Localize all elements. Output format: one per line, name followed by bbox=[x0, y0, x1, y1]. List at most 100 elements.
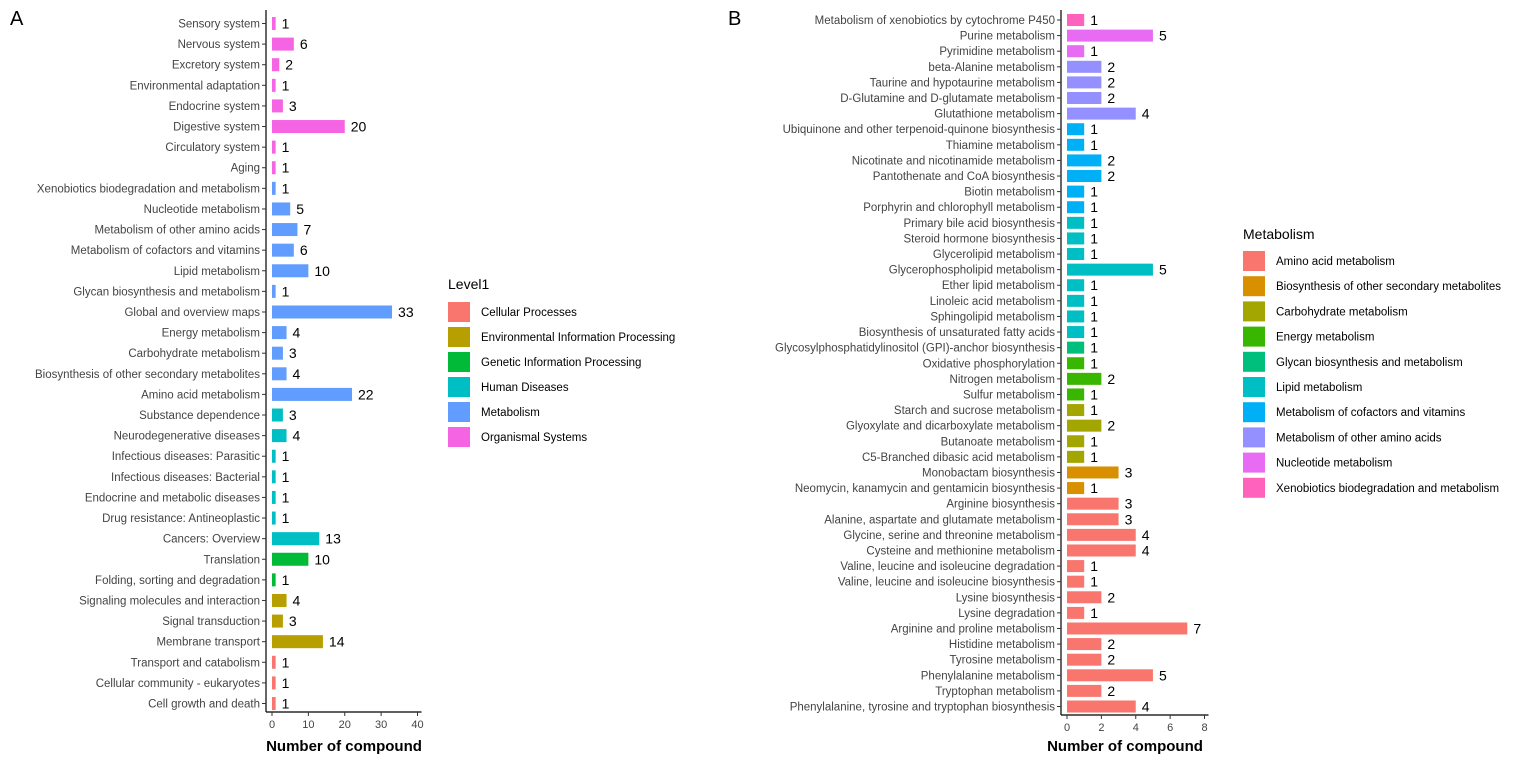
legend-label-biosynthesis-of-other-secondary-metabolites: Biosynthesis of other secondary metaboli… bbox=[1276, 281, 1501, 293]
panel-b-letter: B bbox=[728, 8, 741, 30]
x-tick-label: 6 bbox=[1167, 722, 1173, 734]
bar-beta-alanine-metabolism bbox=[1067, 60, 1102, 73]
bar-tyrosine-metabolism bbox=[1067, 653, 1102, 666]
bar-valine-leucine-and-isoleucine-degradation bbox=[1067, 560, 1085, 573]
category-label-substance-dependence: Substance dependence bbox=[139, 410, 260, 422]
value-label-starch-and-sucrose-metabolism: 1 bbox=[1090, 402, 1098, 418]
legend-label-organismal-systems: Organismal Systems bbox=[481, 432, 587, 444]
legend-key-cellular-processes bbox=[448, 302, 470, 322]
value-label-purine-metabolism: 5 bbox=[1159, 28, 1167, 44]
value-label-arginine-biosynthesis: 3 bbox=[1125, 496, 1133, 512]
value-label-nucleotide-metabolism: 5 bbox=[296, 201, 304, 217]
category-label-phenylalanine-metabolism: Phenylalanine metabolism bbox=[921, 670, 1055, 682]
bar-drug-resistance-antineoplastic bbox=[272, 511, 276, 525]
value-label-excretory-system: 2 bbox=[285, 57, 293, 73]
category-label-biosynthesis-of-other-secondary-metabolites: Biosynthesis of other secondary metaboli… bbox=[35, 369, 260, 381]
category-label-lipid-metabolism: Lipid metabolism bbox=[174, 266, 260, 278]
value-label-d-glutamine-and-d-glutamate-metabolism: 2 bbox=[1107, 90, 1115, 106]
value-label-endocrine-system: 3 bbox=[289, 98, 297, 114]
value-label-ether-lipid-metabolism: 1 bbox=[1090, 277, 1098, 293]
category-label-aging: Aging bbox=[231, 163, 260, 175]
category-label-porphyrin-and-chlorophyll-metabolism: Porphyrin and chlorophyll metabolism bbox=[863, 202, 1055, 214]
bar-substance-dependence bbox=[272, 408, 283, 422]
value-label-aging: 1 bbox=[282, 160, 290, 176]
bar-glycosylphosphatidylinositol-gpi-anchor-biosynthesis bbox=[1067, 341, 1085, 354]
bar-monobactam-biosynthesis bbox=[1067, 466, 1119, 479]
category-label-infectious-diseases-parasitic: Infectious diseases: Parasitic bbox=[112, 451, 261, 463]
value-label-nicotinate-and-nicotinamide-metabolism: 2 bbox=[1107, 152, 1115, 168]
category-label-circulatory-system: Circulatory system bbox=[165, 142, 260, 154]
value-label-pyrimidine-metabolism: 1 bbox=[1090, 43, 1098, 59]
legend-key-metabolism bbox=[448, 402, 470, 422]
category-label-signal-transduction: Signal transduction bbox=[162, 616, 260, 628]
bar-infectious-diseases-bacterial bbox=[272, 470, 276, 484]
value-label-neomycin-kanamycin-and-gentamicin-biosynthesis: 1 bbox=[1090, 480, 1098, 496]
category-label-infectious-diseases-bacterial: Infectious diseases: Bacterial bbox=[111, 472, 260, 484]
legend-label-energy-metabolism: Energy metabolism bbox=[1276, 332, 1374, 344]
value-label-environmental-adaptation: 1 bbox=[282, 77, 290, 93]
x-tick-label: 0 bbox=[1064, 722, 1070, 734]
value-label-amino-acid-metabolism: 22 bbox=[358, 386, 374, 402]
category-label-phenylalanine-tyrosine-and-tryptophan-biosynthesis: Phenylalanine, tyrosine and tryptophan b… bbox=[790, 702, 1056, 714]
bar-taurine-and-hypotaurine-metabolism bbox=[1067, 76, 1102, 89]
bar-purine-metabolism bbox=[1067, 29, 1153, 42]
legend-label-human-diseases: Human Diseases bbox=[481, 382, 569, 394]
bar-nucleotide-metabolism bbox=[272, 202, 291, 216]
bar-biosynthesis-of-other-secondary-metabolites bbox=[272, 367, 287, 381]
bar-glutathione-metabolism bbox=[1067, 107, 1136, 120]
category-label-histidine-metabolism: Histidine metabolism bbox=[949, 639, 1055, 651]
value-label-oxidative-phosphorylation: 1 bbox=[1090, 355, 1098, 371]
value-label-biosynthesis-of-other-secondary-metabolites: 4 bbox=[293, 366, 301, 382]
bar-biosynthesis-of-unsaturated-fatty-acids bbox=[1067, 326, 1085, 339]
bar-signaling-molecules-and-interaction bbox=[272, 593, 287, 607]
category-label-environmental-adaptation: Environmental adaptation bbox=[130, 80, 260, 92]
legend-key-organismal-systems bbox=[448, 427, 470, 447]
value-label-lysine-biosynthesis: 2 bbox=[1107, 589, 1115, 605]
value-label-xenobiotics-biodegradation-and-metabolism: 1 bbox=[282, 180, 290, 196]
category-label-steroid-hormone-biosynthesis: Steroid hormone biosynthesis bbox=[904, 233, 1056, 245]
bar-environmental-adaptation bbox=[272, 78, 276, 92]
legend-label-glycan-biosynthesis-and-metabolism: Glycan biosynthesis and metabolism bbox=[1276, 357, 1463, 369]
category-label-carbohydrate-metabolism: Carbohydrate metabolism bbox=[128, 348, 260, 360]
category-label-xenobiotics-biodegradation-and-metabolism: Xenobiotics biodegradation and metabolis… bbox=[37, 183, 260, 195]
value-label-pantothenate-and-coa-biosynthesis: 2 bbox=[1107, 168, 1115, 184]
bar-alanine-aspartate-and-glutamate-metabolism bbox=[1067, 513, 1119, 526]
category-label-excretory-system: Excretory system bbox=[172, 60, 260, 72]
bar-membrane-transport bbox=[272, 635, 323, 649]
value-label-membrane-transport: 14 bbox=[329, 634, 345, 650]
legend-key-xenobiotics-biodegradation-and-metabolism bbox=[1243, 477, 1265, 498]
category-label-cellular-community-eukaryotes: Cellular community - eukaryotes bbox=[96, 678, 261, 690]
value-label-valine-leucine-and-isoleucine-biosynthesis: 1 bbox=[1090, 574, 1098, 590]
category-label-alanine-aspartate-and-glutamate-metabolism: Alanine, aspartate and glutamate metabol… bbox=[824, 514, 1055, 526]
legend-label-carbohydrate-metabolism: Carbohydrate metabolism bbox=[1276, 306, 1408, 318]
value-label-linoleic-acid-metabolism: 1 bbox=[1090, 293, 1098, 309]
value-label-cell-growth-and-death: 1 bbox=[282, 696, 290, 712]
bar-sphingolipid-metabolism bbox=[1067, 310, 1085, 323]
category-label-pantothenate-and-coa-biosynthesis: Pantothenate and CoA biosynthesis bbox=[873, 171, 1055, 183]
value-label-nervous-system: 6 bbox=[300, 36, 308, 52]
value-label-alanine-aspartate-and-glutamate-metabolism: 3 bbox=[1125, 511, 1133, 527]
bar-energy-metabolism bbox=[272, 326, 287, 340]
value-label-cancers-overview: 13 bbox=[325, 531, 341, 547]
bar-metabolism-of-cofactors-and-vitamins bbox=[272, 243, 294, 257]
bar-glycine-serine-and-threonine-metabolism bbox=[1067, 528, 1136, 541]
category-label-tryptophan-metabolism: Tryptophan metabolism bbox=[935, 686, 1055, 698]
value-label-folding-sorting-and-degradation: 1 bbox=[282, 572, 290, 588]
bar-signal-transduction bbox=[272, 614, 283, 628]
value-label-taurine-and-hypotaurine-metabolism: 2 bbox=[1107, 74, 1115, 90]
value-label-histidine-metabolism: 2 bbox=[1107, 636, 1115, 652]
bar-xenobiotics-biodegradation-and-metabolism bbox=[272, 181, 276, 195]
value-label-glycan-biosynthesis-and-metabolism: 1 bbox=[282, 283, 290, 299]
category-label-nervous-system: Nervous system bbox=[178, 39, 260, 51]
value-label-global-and-overview-maps: 33 bbox=[398, 304, 414, 320]
bar-steroid-hormone-biosynthesis bbox=[1067, 232, 1085, 245]
x-tick-label: 40 bbox=[411, 719, 423, 731]
category-label-metabolism-of-xenobiotics-by-cytochrome-p450: Metabolism of xenobiotics by cytochrome … bbox=[815, 15, 1055, 27]
bar-d-glutamine-and-d-glutamate-metabolism bbox=[1067, 92, 1102, 105]
category-label-valine-leucine-and-isoleucine-biosynthesis: Valine, leucine and isoleucine biosynthe… bbox=[838, 577, 1055, 589]
category-label-glutathione-metabolism: Glutathione metabolism bbox=[934, 109, 1055, 121]
bar-metabolism-of-xenobiotics-by-cytochrome-p450 bbox=[1067, 14, 1085, 26]
bar-pantothenate-and-coa-biosynthesis bbox=[1067, 170, 1102, 183]
category-label-beta-alanine-metabolism: beta-Alanine metabolism bbox=[928, 62, 1055, 74]
x-axis-title: Number of compound bbox=[1047, 738, 1203, 755]
